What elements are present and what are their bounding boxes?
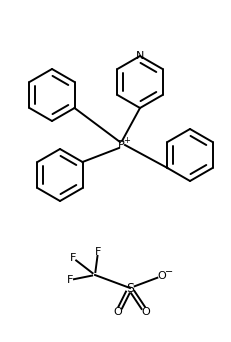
Text: N: N [135, 51, 143, 61]
Text: F: F [94, 247, 101, 257]
Text: P: P [117, 140, 124, 150]
Text: O: O [113, 307, 122, 317]
Text: −: − [164, 267, 172, 277]
Text: O: O [157, 271, 166, 281]
Text: O: O [141, 307, 150, 317]
Text: S: S [125, 281, 134, 294]
Text: F: F [67, 275, 73, 285]
Text: F: F [70, 253, 76, 263]
Text: +: + [123, 136, 130, 145]
